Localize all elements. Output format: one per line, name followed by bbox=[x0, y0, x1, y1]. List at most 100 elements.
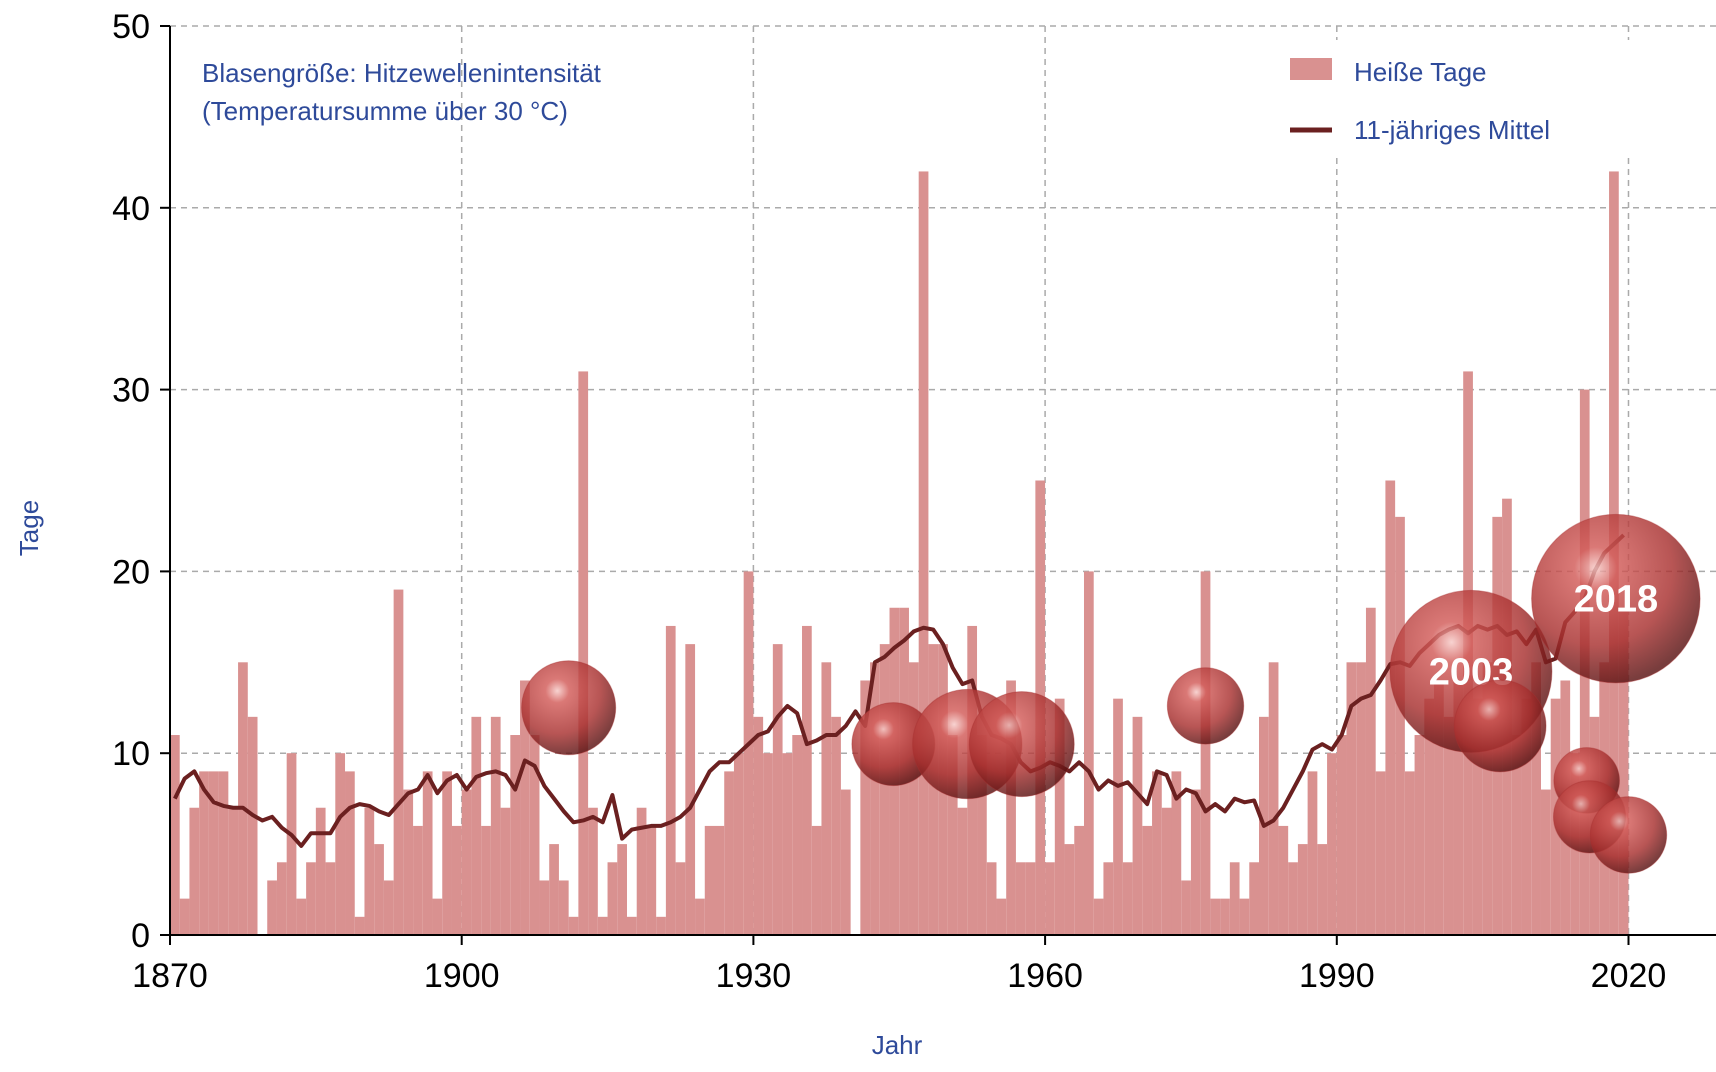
bubble bbox=[1590, 797, 1666, 873]
bubble bbox=[1454, 680, 1546, 772]
legend: Heiße Tage 11-jähriges Mittel bbox=[1275, 40, 1635, 156]
bar bbox=[753, 717, 763, 935]
bar bbox=[695, 899, 705, 935]
bar bbox=[744, 571, 754, 935]
bar bbox=[1337, 735, 1347, 935]
bar bbox=[773, 644, 783, 935]
bar bbox=[1191, 790, 1201, 935]
bar bbox=[831, 717, 841, 935]
bar bbox=[510, 735, 520, 935]
bar bbox=[1201, 571, 1211, 935]
bar bbox=[734, 753, 744, 935]
bar bbox=[1317, 844, 1327, 935]
bar bbox=[471, 717, 481, 935]
bar bbox=[821, 662, 831, 935]
bar bbox=[180, 899, 190, 935]
bar bbox=[335, 753, 345, 935]
bar bbox=[170, 735, 180, 935]
bar bbox=[394, 590, 404, 935]
bar bbox=[1327, 753, 1337, 935]
legend-label: 11-jähriges Mittel bbox=[1354, 115, 1550, 145]
bar bbox=[433, 899, 443, 935]
x-axis-label: Jahr bbox=[872, 1030, 923, 1060]
bar bbox=[1084, 571, 1094, 935]
bar bbox=[306, 862, 316, 935]
bar bbox=[1152, 771, 1162, 935]
legend-label: Heiße Tage bbox=[1354, 57, 1487, 87]
bar bbox=[705, 826, 715, 935]
bar bbox=[666, 626, 676, 935]
bar bbox=[296, 899, 306, 935]
bar bbox=[1045, 862, 1055, 935]
bar bbox=[462, 790, 472, 935]
bar bbox=[1026, 862, 1036, 935]
bar bbox=[1113, 699, 1123, 935]
bar bbox=[1123, 862, 1133, 935]
bar bbox=[656, 917, 666, 935]
bar bbox=[316, 808, 326, 935]
bar bbox=[724, 771, 734, 935]
bar bbox=[228, 808, 238, 935]
bar bbox=[1240, 899, 1250, 935]
bar bbox=[783, 753, 793, 935]
bar bbox=[1415, 735, 1425, 935]
x-tick-label: 1990 bbox=[1299, 957, 1375, 995]
bar bbox=[646, 826, 656, 935]
bar bbox=[1220, 899, 1230, 935]
bar bbox=[1249, 862, 1259, 935]
y-axis-label: Tage bbox=[14, 500, 44, 556]
bar bbox=[1385, 481, 1395, 936]
bar bbox=[1298, 844, 1308, 935]
bar bbox=[277, 862, 287, 935]
bar bbox=[539, 880, 549, 935]
bar bbox=[549, 844, 559, 935]
bar bbox=[880, 644, 890, 935]
bar bbox=[374, 844, 384, 935]
bar bbox=[1210, 899, 1220, 935]
bar bbox=[685, 644, 695, 935]
bar bbox=[578, 371, 588, 935]
bar bbox=[238, 662, 248, 935]
bar bbox=[987, 862, 997, 935]
bar bbox=[1308, 771, 1318, 935]
bar bbox=[569, 917, 579, 935]
bar bbox=[189, 808, 199, 935]
bar bbox=[598, 917, 608, 935]
legend-swatch bbox=[1290, 58, 1332, 80]
bar bbox=[345, 771, 355, 935]
bar bbox=[617, 844, 627, 935]
bar bbox=[958, 808, 968, 935]
y-tick-label: 10 bbox=[112, 735, 150, 773]
bar bbox=[287, 753, 297, 935]
chart: 20032018 0102030405018701900193019601990… bbox=[0, 0, 1716, 1067]
bar bbox=[423, 771, 433, 935]
bar bbox=[559, 880, 569, 935]
bar bbox=[841, 790, 851, 935]
bar bbox=[812, 826, 822, 935]
y-tick-label: 20 bbox=[112, 553, 150, 591]
y-tick-label: 40 bbox=[112, 190, 150, 228]
bars bbox=[170, 171, 1628, 935]
annotation: (Temperatursumme über 30 °C) bbox=[202, 96, 568, 126]
bar bbox=[608, 862, 618, 935]
bar bbox=[403, 790, 413, 935]
bar bbox=[1094, 899, 1104, 935]
bubble bbox=[969, 692, 1074, 797]
bar bbox=[1405, 771, 1415, 935]
bar bbox=[1230, 862, 1240, 935]
bubble bbox=[522, 661, 616, 755]
bar bbox=[870, 662, 880, 935]
y-tick-label: 0 bbox=[131, 917, 150, 955]
bar bbox=[715, 826, 725, 935]
bar bbox=[452, 826, 462, 935]
bar bbox=[588, 808, 598, 935]
bar bbox=[792, 735, 802, 935]
bar bbox=[384, 880, 394, 935]
x-tick-label: 2020 bbox=[1591, 957, 1667, 995]
bar bbox=[355, 917, 365, 935]
bar bbox=[1181, 880, 1191, 935]
bar bbox=[676, 862, 686, 935]
bar bbox=[1133, 717, 1143, 935]
x-tick-label: 1930 bbox=[716, 957, 792, 995]
bar bbox=[219, 771, 229, 935]
